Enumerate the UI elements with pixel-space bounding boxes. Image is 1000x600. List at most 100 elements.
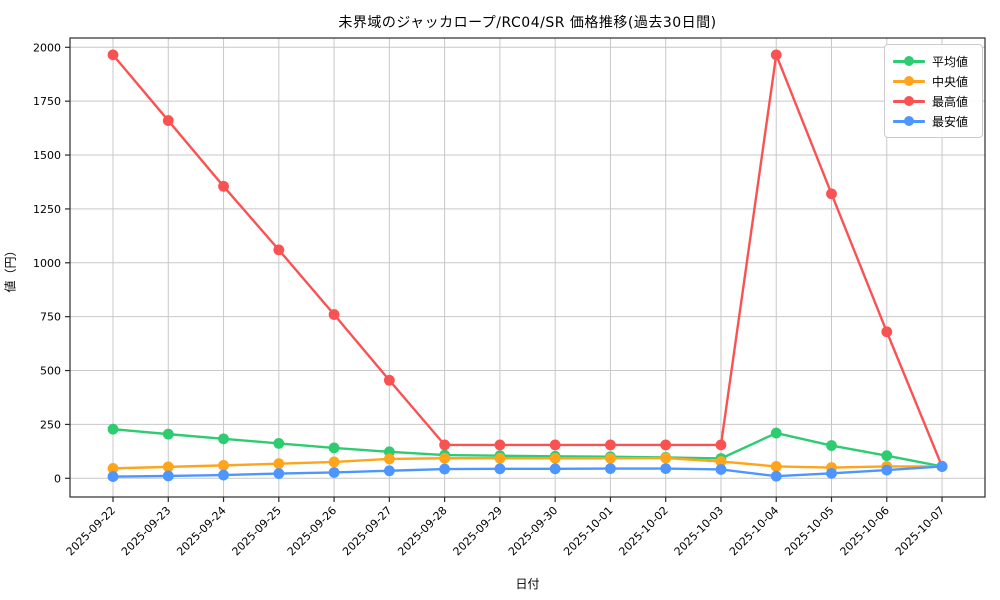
data-point-平均値 bbox=[107, 423, 119, 435]
data-point-平均値 bbox=[881, 450, 893, 462]
y-tick-label: 2000 bbox=[33, 41, 61, 54]
x-axis-label: 日付 bbox=[515, 577, 540, 591]
x-tick-label: 2025-09-30 bbox=[506, 504, 560, 558]
data-point-最安値 bbox=[715, 464, 727, 475]
data-point-最安値 bbox=[328, 467, 340, 478]
data-point-最高値 bbox=[383, 374, 395, 386]
data-point-平均値 bbox=[273, 437, 285, 449]
data-point-最高値 bbox=[549, 439, 561, 451]
data-point-中央値 bbox=[660, 452, 672, 464]
data-point-最安値 bbox=[936, 461, 948, 472]
data-point-最安値 bbox=[770, 470, 782, 482]
legend-item: 最安値 bbox=[893, 111, 974, 131]
data-point-最安値 bbox=[826, 467, 837, 479]
series-line-平均値 bbox=[112, 427, 943, 468]
x-tick-label: 2025-09-25 bbox=[230, 504, 284, 558]
legend: 平均値中央値最高値最安値 bbox=[884, 44, 983, 138]
legend-label: 最高値 bbox=[932, 94, 969, 109]
legend-label: 平均値 bbox=[932, 54, 969, 69]
data-point-最高値 bbox=[439, 439, 451, 451]
x-tick-label: 2025-09-28 bbox=[395, 504, 449, 558]
plot-border bbox=[69, 37, 986, 498]
chart-title: 未界域のジャッカロープ/RC04/SR 価格推移(過去30日間) bbox=[338, 15, 717, 31]
data-point-最高値 bbox=[218, 180, 229, 192]
legend-marker-icon bbox=[893, 56, 925, 66]
y-tick-label: 0 bbox=[54, 472, 61, 485]
data-point-平均値 bbox=[218, 433, 229, 445]
data-point-平均値 bbox=[770, 427, 782, 439]
x-tick-label: 2025-09-26 bbox=[285, 504, 339, 558]
data-point-最高値 bbox=[162, 115, 174, 126]
data-point-中央値 bbox=[605, 452, 616, 464]
x-tick-label: 2025-09-22 bbox=[64, 504, 118, 558]
data-point-最安値 bbox=[881, 464, 893, 476]
x-tick-label: 2025-10-03 bbox=[672, 504, 726, 558]
data-point-中央値 bbox=[107, 462, 119, 474]
y-tick-label: 1250 bbox=[33, 203, 61, 216]
y-tick-label: 1750 bbox=[33, 95, 61, 108]
series-line-最高値 bbox=[112, 53, 944, 467]
data-point-最高値 bbox=[770, 49, 782, 61]
x-tick-label: 2025-10-07 bbox=[893, 504, 947, 558]
data-point-中央値 bbox=[770, 461, 782, 472]
data-point-最高値 bbox=[328, 309, 340, 320]
data-point-最高値 bbox=[881, 326, 893, 338]
data-point-最高値 bbox=[605, 439, 616, 451]
data-point-中央値 bbox=[439, 452, 451, 464]
x-tick-label: 2025-09-23 bbox=[119, 504, 173, 558]
data-point-最安値 bbox=[605, 463, 616, 475]
data-point-平均値 bbox=[162, 428, 174, 440]
data-point-最高値 bbox=[660, 439, 672, 451]
data-point-中央値 bbox=[494, 452, 506, 464]
x-tick-label: 2025-10-05 bbox=[782, 504, 836, 558]
x-tick-label: 2025-10-01 bbox=[561, 504, 615, 558]
data-point-平均値 bbox=[328, 442, 340, 454]
data-point-最高値 bbox=[826, 188, 837, 200]
legend-item: 中央値 bbox=[893, 71, 974, 91]
data-point-平均値 bbox=[826, 440, 837, 451]
legend-marker-icon bbox=[893, 76, 925, 86]
data-point-最安値 bbox=[273, 468, 285, 479]
legend-marker-icon bbox=[893, 96, 925, 106]
data-point-最高値 bbox=[273, 244, 285, 256]
x-tick-label: 2025-09-24 bbox=[174, 504, 228, 558]
y-tick-label: 750 bbox=[40, 311, 61, 324]
x-tick-label: 2025-10-02 bbox=[616, 504, 670, 558]
x-tick-label: 2025-09-27 bbox=[340, 504, 394, 558]
data-point-中央値 bbox=[549, 452, 561, 464]
data-point-最高値 bbox=[494, 439, 506, 451]
legend-label: 最安値 bbox=[932, 114, 969, 129]
y-tick-label: 1500 bbox=[33, 149, 61, 162]
x-tick-label: 2025-10-06 bbox=[837, 504, 891, 558]
data-point-最安値 bbox=[494, 463, 506, 475]
data-point-最安値 bbox=[439, 463, 451, 475]
data-point-中央値 bbox=[273, 458, 285, 470]
y-tick-label: 1000 bbox=[33, 257, 61, 270]
y-tick-label: 250 bbox=[40, 418, 61, 431]
data-point-中央値 bbox=[162, 461, 174, 473]
data-point-最高値 bbox=[107, 49, 119, 61]
x-tick-label: 2025-10-04 bbox=[727, 504, 781, 558]
series-line-中央値 bbox=[112, 456, 943, 470]
data-point-最高値 bbox=[715, 439, 727, 451]
data-point-最安値 bbox=[660, 463, 672, 475]
legend-label: 中央値 bbox=[932, 74, 969, 89]
data-point-最安値 bbox=[549, 463, 561, 475]
y-tick-label: 500 bbox=[40, 365, 61, 378]
legend-item: 最高値 bbox=[893, 91, 974, 111]
data-point-最安値 bbox=[383, 465, 395, 477]
data-point-中央値 bbox=[715, 456, 727, 467]
data-point-中央値 bbox=[383, 453, 395, 465]
data-point-最安値 bbox=[162, 470, 174, 482]
data-point-中央値 bbox=[328, 456, 340, 468]
legend-marker-icon bbox=[893, 116, 925, 126]
y-axis-label: 値（円） bbox=[3, 244, 18, 293]
legend-item: 平均値 bbox=[893, 51, 974, 71]
data-point-中央値 bbox=[218, 459, 229, 471]
data-point-最安値 bbox=[218, 469, 229, 481]
data-point-最安値 bbox=[107, 471, 119, 482]
series-line-最安値 bbox=[112, 465, 943, 478]
x-tick-label: 2025-09-29 bbox=[451, 504, 505, 558]
